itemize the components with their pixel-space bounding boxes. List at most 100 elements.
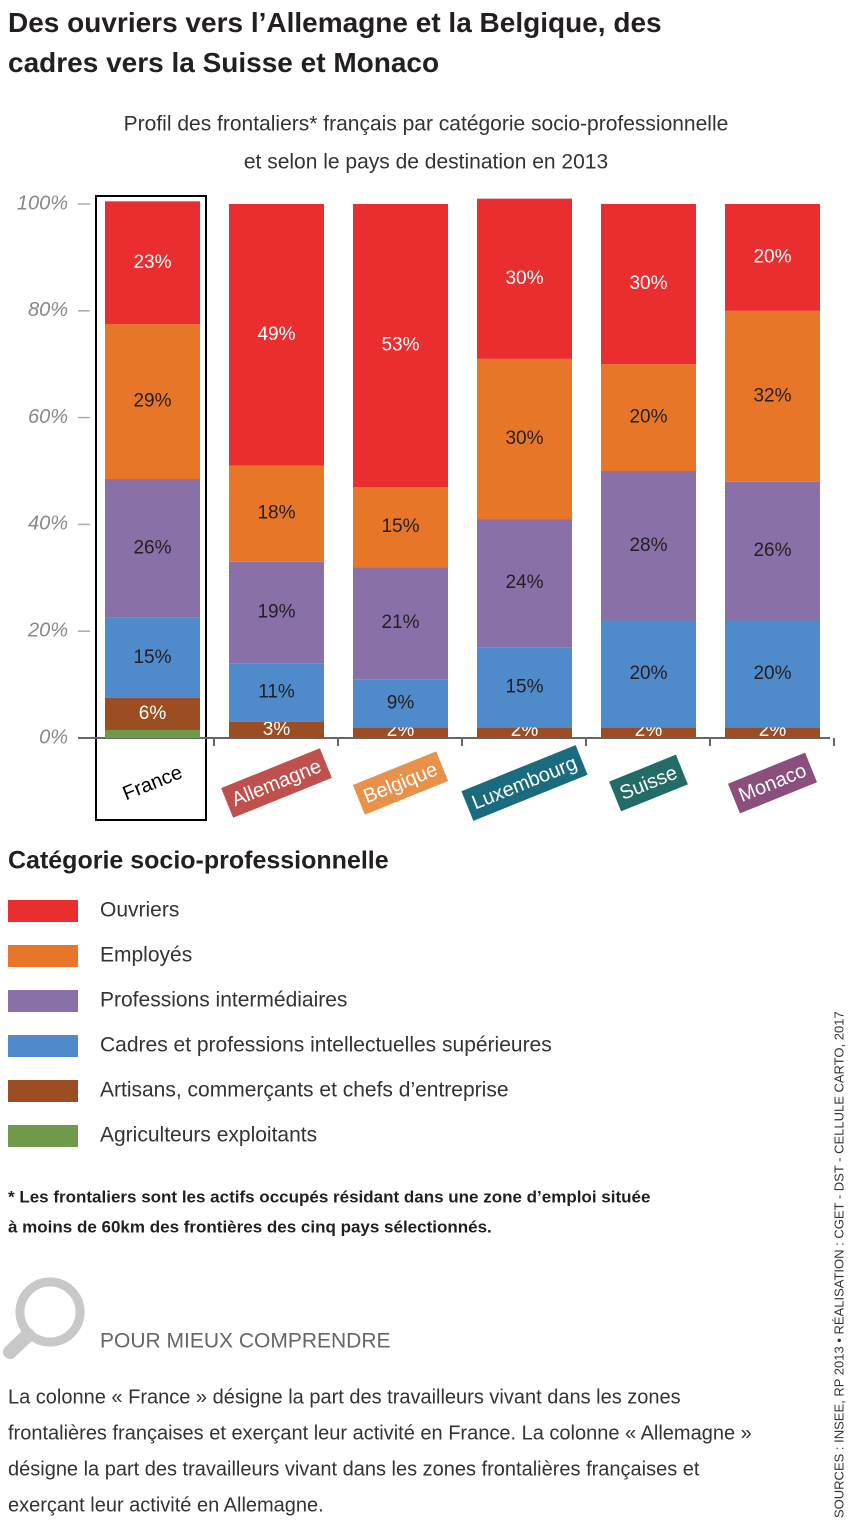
bar-segment xyxy=(105,729,200,738)
footnote: * Les frontaliers sont les actifs occupé… xyxy=(8,1187,650,1206)
note-text: frontalières françaises et exerçant leur… xyxy=(8,1422,752,1444)
legend-label: Professions intermédiaires xyxy=(100,989,347,1012)
source: SOURCES : INSEE, RP 2013 • RÉALISATION :… xyxy=(831,1011,846,1518)
category-label: Luxembourg xyxy=(461,745,588,821)
bar-segment xyxy=(477,198,572,359)
value-label: 30% xyxy=(505,428,543,449)
bar-segment xyxy=(105,201,200,325)
value-label: 24% xyxy=(505,572,543,593)
legend-swatch xyxy=(8,990,78,1012)
legend-swatch xyxy=(8,945,78,967)
legend-swatch xyxy=(8,900,78,922)
value-label: 15% xyxy=(133,647,171,668)
category-box xyxy=(727,752,818,814)
bar-segment xyxy=(105,479,200,618)
y-tick-label: 0% xyxy=(39,726,68,748)
category-label: Allemagne xyxy=(221,748,332,818)
legend-swatch xyxy=(8,1125,78,1147)
value-label: 20% xyxy=(629,663,667,684)
value-label: 49% xyxy=(257,324,295,345)
value-label: 29% xyxy=(133,391,171,412)
bar-segment xyxy=(229,204,324,466)
value-label: 15% xyxy=(505,676,543,697)
bar-segment xyxy=(105,617,200,698)
value-label: 20% xyxy=(629,407,667,428)
value-label: 23% xyxy=(133,252,171,273)
bar-segment xyxy=(477,727,572,738)
bar-segment xyxy=(229,465,324,562)
value-label: 30% xyxy=(505,268,543,289)
category-label: Suisse xyxy=(609,754,688,812)
value-label: 3% xyxy=(263,719,291,740)
bar-segment xyxy=(353,567,448,680)
bar-segment xyxy=(229,561,324,664)
bar-segment xyxy=(229,721,324,738)
value-label: 11% xyxy=(258,682,295,703)
category-box xyxy=(221,748,332,818)
category-box xyxy=(352,751,449,815)
chart-title: Des ouvriers vers l’Allemagne et la Belg… xyxy=(8,7,662,38)
bar-segment xyxy=(477,519,572,648)
bar-segment xyxy=(725,727,820,738)
bar-segment xyxy=(353,727,448,738)
note-text: désigne la part des travailleurs vivant … xyxy=(8,1458,700,1480)
y-tick-label: 80% xyxy=(28,299,68,321)
legend-label: Ouvriers xyxy=(100,899,179,922)
value-label: 32% xyxy=(753,385,791,406)
category-label: France xyxy=(112,754,193,812)
bar-segment xyxy=(353,204,448,488)
category-label: Monaco xyxy=(727,752,818,814)
bar-segment xyxy=(725,204,820,311)
bar-segment xyxy=(601,620,696,728)
value-label: 18% xyxy=(257,503,295,524)
value-label: 20% xyxy=(753,246,791,267)
value-label: 21% xyxy=(381,612,419,633)
legend-label: Agriculteurs exploitants xyxy=(100,1124,317,1147)
bar-segment xyxy=(353,487,448,568)
y-tick-label: 100% xyxy=(17,192,68,214)
legend-label: Cadres et professions intellectuelles su… xyxy=(100,1034,552,1057)
bar-segment xyxy=(353,679,448,728)
chart-subtitle: et selon le pays de destination en 2013 xyxy=(244,151,608,174)
y-tick-label: 20% xyxy=(27,619,68,641)
bar-segment xyxy=(601,471,696,621)
bar-segment xyxy=(601,364,696,471)
bar-segment xyxy=(601,204,696,365)
bar-segment xyxy=(601,727,696,738)
value-label: 28% xyxy=(629,535,667,556)
value-label: 19% xyxy=(257,602,295,623)
legend-label: Employés xyxy=(100,944,192,967)
footnote: à moins de 60km des frontières des cinq … xyxy=(8,1217,492,1236)
category-label: Belgique xyxy=(352,751,449,815)
bar-segment xyxy=(725,310,820,482)
bar-segment xyxy=(105,324,200,480)
y-tick-label: 40% xyxy=(28,513,68,535)
chart-title: cadres vers la Suisse et Monaco xyxy=(8,47,439,78)
value-label: 26% xyxy=(753,540,791,561)
value-label: 26% xyxy=(133,537,171,558)
legend-swatch xyxy=(8,1035,78,1057)
bar-segment xyxy=(477,647,572,728)
note-heading: POUR MIEUX COMPRENDRE xyxy=(100,1330,391,1353)
y-tick-label: 60% xyxy=(28,406,68,428)
value-label: 9% xyxy=(387,692,415,713)
value-label: 30% xyxy=(629,273,667,294)
value-label: 15% xyxy=(381,516,419,537)
value-label: 6% xyxy=(139,703,167,724)
bar-segment xyxy=(105,697,200,730)
bar-segment xyxy=(725,620,820,728)
magnifier-icon xyxy=(3,1277,85,1359)
bar-segment xyxy=(725,481,820,621)
value-label: 53% xyxy=(381,335,419,356)
value-label: 20% xyxy=(753,663,791,684)
legend-title: Catégorie socio-professionnelle xyxy=(8,847,389,875)
france-frame xyxy=(95,195,207,821)
bar-segment xyxy=(229,663,324,722)
category-box xyxy=(112,754,193,812)
note-text: exerçant leur activité en Allemagne. xyxy=(8,1494,324,1516)
category-box xyxy=(609,754,688,812)
chart-subtitle: Profil des frontaliers* français par cat… xyxy=(124,113,729,136)
legend-swatch xyxy=(8,1080,78,1102)
note-text: La colonne « France » désigne la part de… xyxy=(8,1386,681,1408)
legend-label: Artisans, commerçants et chefs d’entrepr… xyxy=(100,1079,509,1102)
